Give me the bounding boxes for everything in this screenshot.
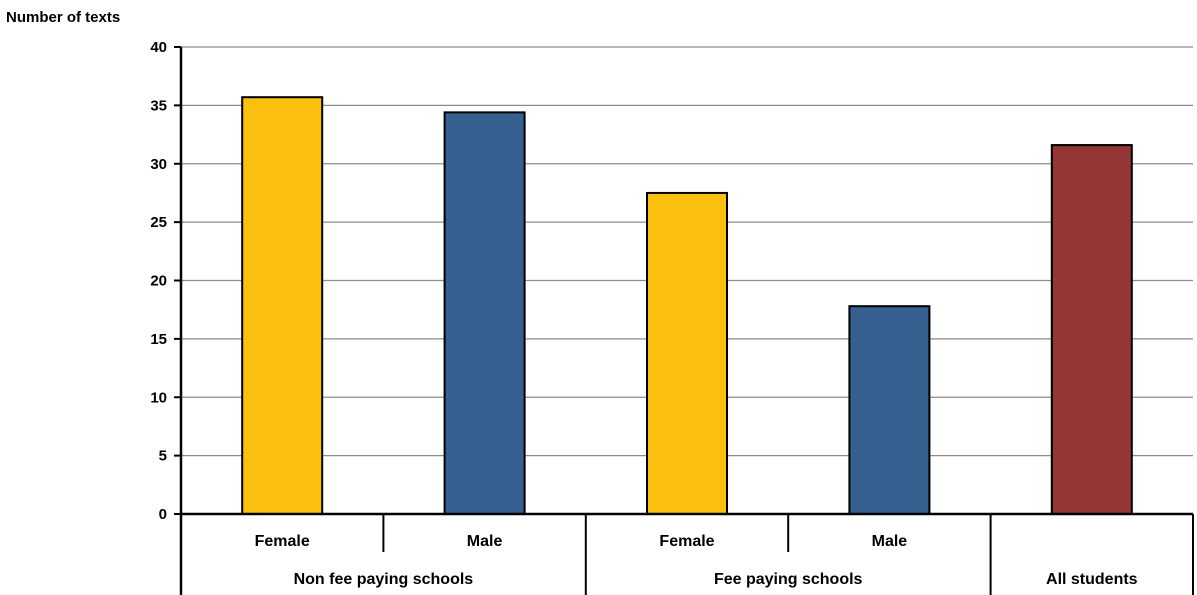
y-tick-label: 30 (150, 156, 167, 173)
y-tick-label: 35 (150, 97, 167, 114)
bar (241, 96, 324, 515)
x-category-label: Male (872, 533, 908, 550)
x-axis: Female Male Female Male Non fee paying schoo… (179, 47, 1194, 595)
y-axis-ticks: 0 5 10 15 20 25 30 35 40 (150, 39, 181, 523)
y-tick-label: 15 (150, 331, 167, 348)
bar (1050, 144, 1133, 515)
x-group-label: Fee paying schools (714, 571, 863, 588)
bar (848, 305, 931, 515)
y-tick-label: 5 (159, 448, 167, 465)
x-group-label: All students (1046, 571, 1138, 588)
y-tick-label: 20 (150, 273, 167, 290)
bar (646, 191, 728, 515)
y-tick-label: 10 (150, 389, 167, 406)
x-category-label: Male (467, 533, 503, 550)
y-tick-label: 0 (159, 506, 167, 523)
bars (241, 96, 1133, 515)
y-tick-label: 40 (150, 39, 167, 56)
x-group-label: Non fee paying schools (294, 571, 474, 588)
bar (443, 111, 526, 515)
y-tick-label: 25 (150, 214, 167, 231)
x-category-label: Female (659, 533, 714, 550)
y-axis-title: Number of texts (6, 9, 120, 26)
x-category-label: Female (255, 533, 310, 550)
